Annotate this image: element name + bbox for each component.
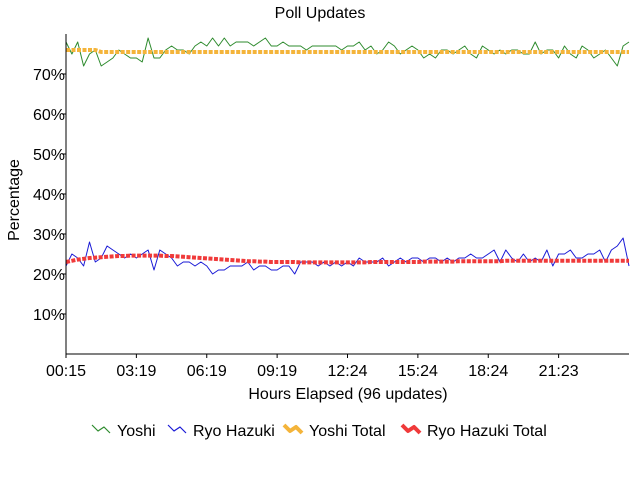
legend-swatch-2	[282, 423, 304, 435]
y-tick-label: 20%	[33, 267, 65, 284]
series-line-0	[65, 37, 630, 67]
legend-swatch-3	[400, 423, 422, 435]
x-tick-label: 09:19	[257, 363, 297, 380]
axes: 10% 20% 30% 40% 50% 60% 70% 00:15 03:19 06:19 09:1…	[33, 34, 629, 380]
legend-label: Ryo Hazuki Total	[427, 423, 547, 440]
y-tick-label: 70%	[33, 67, 65, 84]
legend: Yoshi Ryo Hazuki Yoshi Total Ryo Hazuki Tot…	[91, 423, 547, 440]
chart-title: Poll Updates	[275, 5, 366, 22]
plot-series	[65, 37, 630, 275]
x-tick-label: 18:24	[468, 363, 508, 380]
legend-swatch-1	[167, 424, 187, 434]
y-tick-label: 40%	[33, 187, 65, 204]
x-tick-label: 00:15	[46, 363, 86, 380]
y-axis-label: Percentage	[6, 159, 23, 241]
y-tick-label: 60%	[33, 107, 65, 124]
series-line-2	[66, 48, 629, 54]
x-tick-label: 15:24	[398, 363, 438, 380]
x-tick-label: 12:24	[327, 363, 367, 380]
y-tick-label: 30%	[33, 227, 65, 244]
y-tick-label: 10%	[33, 307, 65, 324]
x-tick-label: 06:19	[187, 363, 227, 380]
x-tick-label: 21:23	[539, 363, 579, 380]
legend-label: Yoshi Total	[309, 423, 386, 440]
x-axis-label: Hours Elapsed (96 updates)	[248, 386, 447, 403]
legend-label: Ryo Hazuki	[193, 423, 275, 440]
x-tick-label: 03:19	[116, 363, 156, 380]
y-tick-label: 50%	[33, 147, 65, 164]
legend-label: Yoshi	[117, 423, 156, 440]
series-line-3	[65, 253, 629, 265]
legend-swatch-0	[91, 424, 111, 434]
